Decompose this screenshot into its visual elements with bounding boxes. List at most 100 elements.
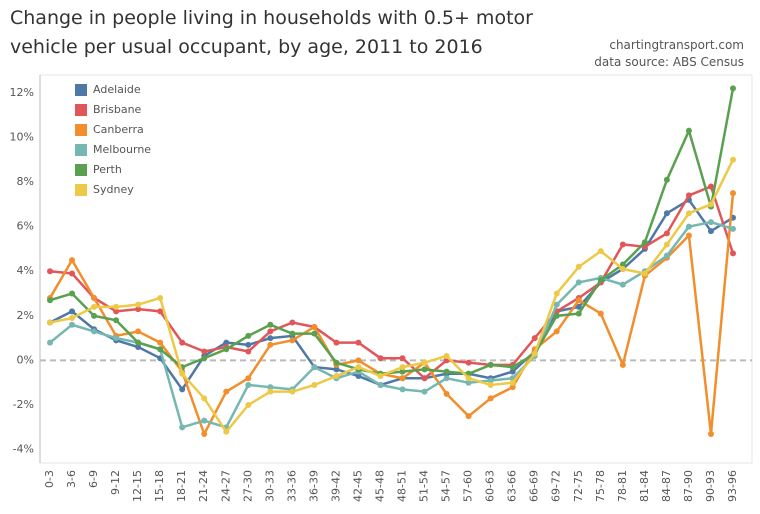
x-tick-label: 6-9 xyxy=(87,470,100,488)
point xyxy=(553,312,560,319)
point xyxy=(575,303,582,310)
y-tick-label: 4% xyxy=(17,264,34,277)
point xyxy=(619,281,626,288)
x-tick-label: 66-69 xyxy=(528,470,541,502)
point xyxy=(135,301,142,308)
point xyxy=(443,352,450,359)
point xyxy=(509,368,516,375)
point xyxy=(355,373,362,380)
y-tick-label: 2% xyxy=(17,309,34,322)
x-tick-label: 90-93 xyxy=(704,470,717,502)
legend-label: Adelaide xyxy=(93,83,141,96)
y-tick-label: 8% xyxy=(17,175,34,188)
point xyxy=(399,386,406,393)
point xyxy=(707,183,714,190)
legend-label: Melbourne xyxy=(93,143,151,156)
point xyxy=(201,355,208,362)
point xyxy=(663,176,670,183)
point xyxy=(575,310,582,317)
y-tick-label: 0% xyxy=(17,353,34,366)
point xyxy=(487,381,494,388)
legend-label: Canberra xyxy=(93,123,144,136)
y-tick-label: 12% xyxy=(10,86,34,99)
point xyxy=(157,346,164,353)
point xyxy=(113,303,120,310)
x-tick-label: 69-72 xyxy=(550,470,563,502)
source-site: chartingtransport.com xyxy=(609,38,744,52)
point xyxy=(135,344,142,351)
point xyxy=(69,257,76,264)
point xyxy=(267,384,274,391)
chart-title: Change in people living in households wi… xyxy=(10,7,533,58)
x-tick-label: 72-75 xyxy=(572,470,585,502)
point xyxy=(730,225,736,232)
source: data source: ABS Census xyxy=(594,55,744,69)
point xyxy=(399,355,406,362)
point xyxy=(421,388,428,395)
point xyxy=(223,388,230,395)
point xyxy=(289,388,296,395)
x-tick-label: 24-27 xyxy=(219,470,232,502)
x-tick-label: 9-12 xyxy=(109,470,122,495)
point xyxy=(91,328,98,335)
point xyxy=(377,373,384,380)
x-tick-label: 42-45 xyxy=(351,470,364,502)
point xyxy=(531,335,538,342)
point xyxy=(553,328,560,335)
point xyxy=(333,359,340,366)
point xyxy=(465,379,472,386)
point xyxy=(443,368,450,375)
point xyxy=(157,308,164,315)
point xyxy=(245,332,252,339)
point xyxy=(597,310,604,317)
point xyxy=(553,301,560,308)
legend-label: Perth xyxy=(93,163,122,176)
point xyxy=(663,241,670,248)
legend-swatch xyxy=(75,124,87,136)
point xyxy=(685,223,692,230)
point xyxy=(245,402,252,409)
point xyxy=(730,190,736,197)
point xyxy=(399,375,406,382)
point xyxy=(201,348,208,355)
point xyxy=(333,373,340,380)
series-line xyxy=(49,159,735,434)
point xyxy=(465,375,472,382)
point xyxy=(311,381,318,388)
x-tick-label: 21-24 xyxy=(197,470,210,502)
point xyxy=(355,339,362,346)
point xyxy=(509,364,516,371)
point xyxy=(223,428,230,435)
point xyxy=(47,268,53,275)
x-tick-label: 0-3 xyxy=(43,470,56,488)
point xyxy=(179,424,186,431)
point xyxy=(69,321,76,328)
point xyxy=(707,431,714,438)
point xyxy=(267,335,274,342)
x-tick-label: 54-57 xyxy=(440,470,453,502)
point xyxy=(245,348,252,355)
x-tick-label: 87-90 xyxy=(682,470,695,502)
point xyxy=(69,315,76,322)
point xyxy=(707,201,714,208)
point xyxy=(289,330,296,337)
point xyxy=(465,359,472,366)
point xyxy=(267,388,274,395)
point xyxy=(91,294,98,301)
x-tick-label: 18-21 xyxy=(175,470,188,502)
point xyxy=(730,250,736,257)
point xyxy=(575,263,582,270)
point xyxy=(223,346,230,353)
point xyxy=(355,364,362,371)
point xyxy=(377,355,384,362)
x-tick-label: 33-36 xyxy=(285,470,298,502)
point xyxy=(685,232,692,239)
x-tick-label: 93-96 xyxy=(726,470,739,502)
point xyxy=(267,341,274,348)
x-tick-label: 36-39 xyxy=(307,470,320,502)
point xyxy=(663,210,670,217)
x-tick-label: 57-60 xyxy=(462,470,475,502)
x-tick-label: 75-78 xyxy=(594,470,607,502)
